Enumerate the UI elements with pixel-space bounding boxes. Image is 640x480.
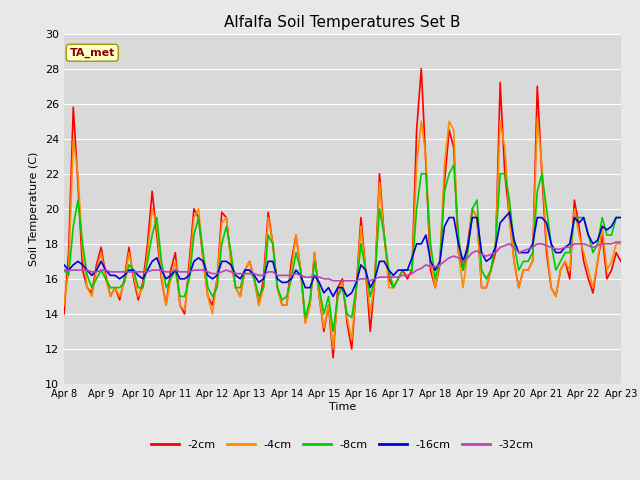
Text: TA_met: TA_met bbox=[70, 48, 115, 58]
Y-axis label: Soil Temperature (C): Soil Temperature (C) bbox=[29, 152, 39, 266]
X-axis label: Time: Time bbox=[329, 402, 356, 412]
Title: Alfalfa Soil Temperatures Set B: Alfalfa Soil Temperatures Set B bbox=[224, 15, 461, 30]
Legend: -2cm, -4cm, -8cm, -16cm, -32cm: -2cm, -4cm, -8cm, -16cm, -32cm bbox=[147, 435, 538, 454]
